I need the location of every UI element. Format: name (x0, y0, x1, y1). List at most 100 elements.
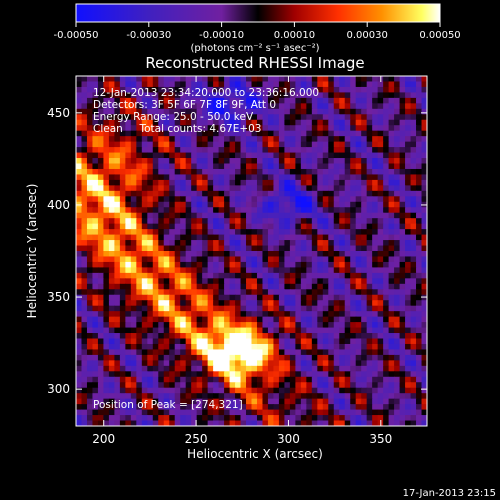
heatmap-cell (103, 86, 110, 94)
heatmap-cell (405, 108, 412, 115)
heatmap-cell (339, 158, 346, 165)
heatmap-cell (278, 97, 285, 104)
heatmap-cell (185, 136, 192, 143)
heatmap-cell (141, 316, 148, 323)
heatmap-cell (196, 212, 203, 219)
heatmap-cell (355, 141, 362, 148)
heatmap-cell (240, 179, 247, 186)
heatmap-cell (196, 354, 203, 361)
heatmap-cell (174, 163, 181, 170)
heatmap-cell (262, 333, 269, 340)
heatmap-cell (300, 174, 307, 181)
heatmap-cell (103, 365, 110, 372)
heatmap-cell (108, 409, 115, 416)
heatmap-cell (180, 81, 187, 88)
heatmap-cell (262, 97, 269, 104)
heatmap-cell (333, 125, 340, 132)
heatmap-cell (289, 119, 296, 126)
heatmap-cell (108, 300, 115, 307)
heatmap-cell (158, 251, 165, 258)
heatmap-cell (421, 398, 427, 405)
heatmap-cell (322, 343, 329, 351)
heatmap-cell (92, 190, 99, 197)
heatmap-cell (278, 365, 285, 372)
heatmap-cell (383, 376, 390, 383)
heatmap-cell (103, 404, 110, 411)
heatmap-cell (152, 108, 159, 115)
heatmap-cell (289, 245, 296, 252)
heatmap-cell (86, 360, 94, 367)
heatmap-cell (229, 190, 236, 197)
heatmap-cell (97, 163, 105, 170)
heatmap-cell (97, 398, 105, 405)
heatmap-cell (235, 327, 242, 334)
heatmap-cell (246, 114, 253, 121)
heatmap-cell (366, 218, 373, 225)
heatmap-cell (383, 223, 390, 230)
heatmap-cell (125, 97, 132, 104)
heatmap-cell (322, 130, 329, 137)
heatmap-cell (333, 108, 340, 115)
heatmap-cell (141, 158, 148, 165)
heatmap-cell (372, 152, 379, 159)
heatmap-cell (328, 283, 335, 290)
heatmap-cell (366, 404, 373, 411)
heatmap-cell (246, 300, 253, 307)
heatmap-cell (235, 108, 242, 115)
heatmap-cell (163, 420, 170, 426)
heatmap-cell (383, 245, 390, 252)
heatmap-cell (383, 365, 390, 372)
heatmap-cell (350, 322, 357, 329)
heatmap-cell (103, 168, 110, 176)
heatmap-cell (81, 409, 88, 416)
heatmap-cell (185, 103, 192, 110)
heatmap-cell (372, 185, 379, 192)
heatmap-cell (355, 196, 362, 203)
heatmap-cell (295, 240, 302, 247)
heatmap-cell (399, 343, 406, 351)
heatmap-cell (207, 201, 214, 208)
heatmap-cell (97, 283, 105, 290)
heatmap-cell (213, 272, 220, 279)
heatmap-cell (180, 409, 187, 416)
heatmap-cell (81, 108, 88, 115)
heatmap-cell (333, 393, 340, 400)
heatmap-cell (152, 152, 159, 159)
heatmap-cell (344, 404, 351, 411)
heatmap-cell (119, 360, 126, 367)
heatmap-cell (108, 261, 115, 269)
heatmap-cell (152, 409, 159, 416)
heatmap-cell (163, 382, 170, 389)
heatmap-cell (333, 179, 340, 186)
heatmap-cell (278, 261, 285, 269)
heatmap-cell (114, 251, 121, 258)
heatmap-cell (377, 349, 384, 356)
heatmap-cell (191, 316, 198, 323)
heatmap-cell (355, 371, 362, 378)
heatmap-cell (410, 333, 417, 340)
heatmap-cell (86, 327, 94, 334)
heatmap-cell (251, 103, 258, 110)
heatmap-cell (108, 163, 115, 170)
heatmap-cell (251, 316, 258, 323)
heatmap-cell (322, 76, 329, 83)
heatmap-cell (213, 76, 220, 83)
heatmap-cell (196, 261, 203, 269)
heatmap-cell (284, 338, 291, 345)
heatmap-cell (377, 300, 384, 307)
heatmap-cell (344, 114, 351, 121)
heatmap-cell (108, 365, 115, 372)
heatmap-cell (421, 354, 427, 361)
heatmap-cell (350, 338, 357, 345)
heatmap-cell (421, 136, 427, 143)
heatmap-cell (76, 152, 83, 159)
heatmap-cell (125, 360, 132, 367)
heatmap-cell (158, 283, 165, 290)
heatmap-cell (152, 289, 159, 296)
heatmap-cell (344, 316, 351, 323)
heatmap-cell (328, 185, 335, 192)
heatmap-cell (147, 300, 154, 307)
heatmap-cell (108, 251, 115, 258)
heatmap-cell (405, 398, 412, 405)
heatmap-cell (163, 207, 170, 214)
